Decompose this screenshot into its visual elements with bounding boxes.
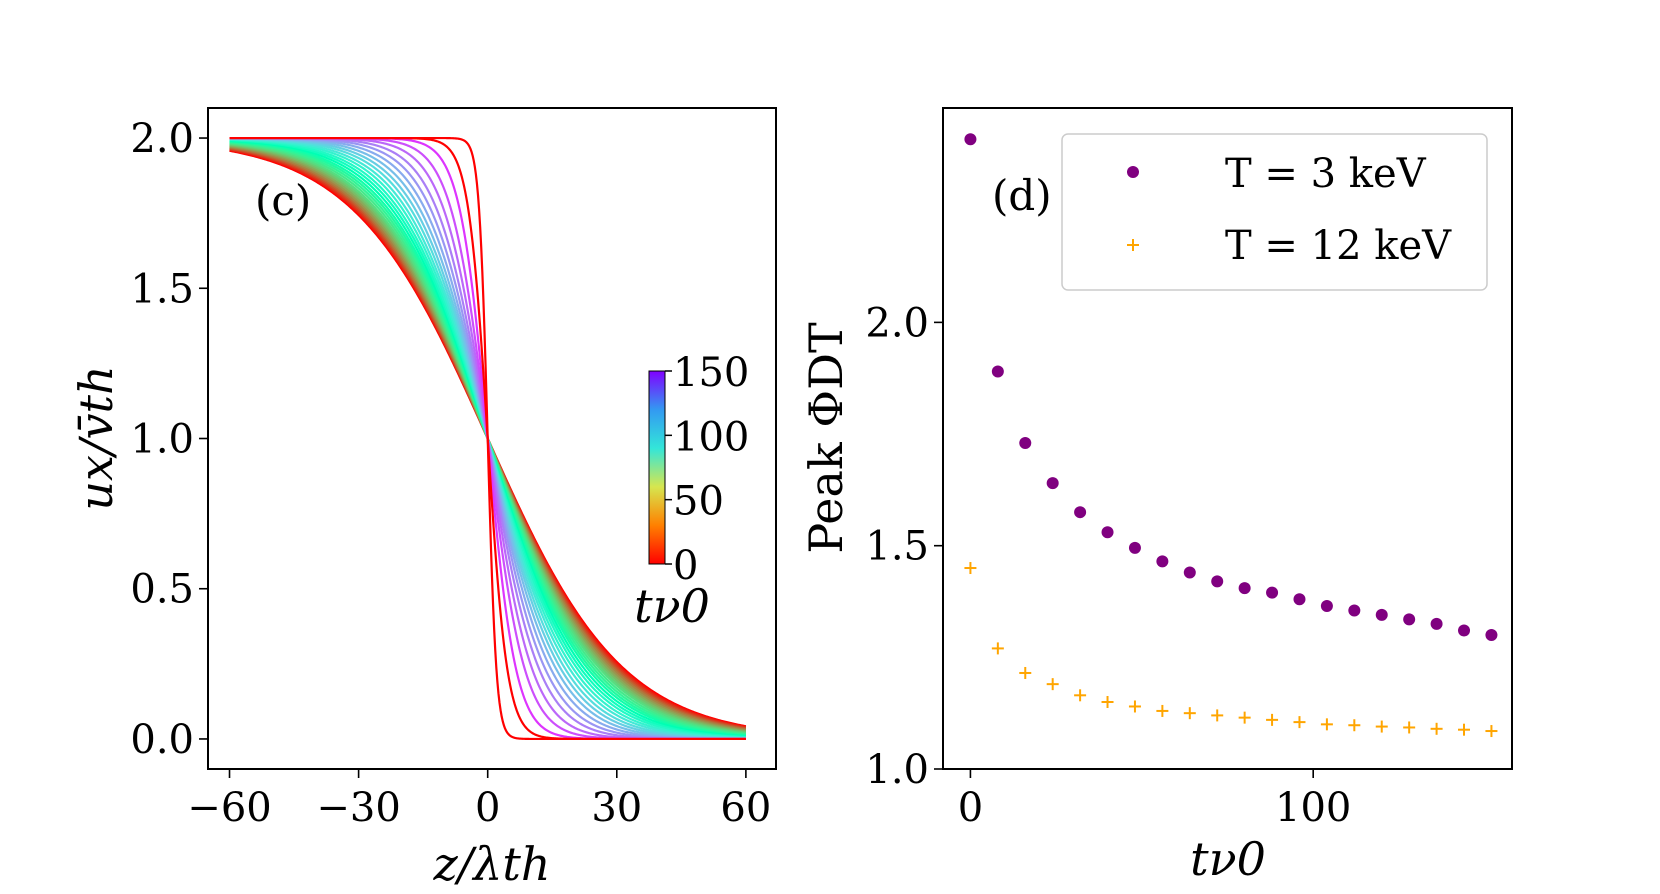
legend: T = 3 keV T = 12 keV: [1061, 133, 1488, 291]
panel-d-label: (d): [992, 171, 1052, 220]
colorbar-tick-label: 150: [673, 350, 749, 396]
data-point-3kev: [1019, 436, 1032, 449]
data-point-12kev: [1046, 678, 1059, 691]
data-point-12kev: [1293, 716, 1306, 729]
colorbar-tick-label: 0: [673, 543, 698, 589]
y-tick-label: 2.0: [130, 116, 194, 162]
data-point-12kev: [1019, 666, 1032, 679]
y-tick-label: 1.0: [865, 747, 929, 793]
y-tick-label: 0.0: [130, 717, 194, 763]
data-point-12kev: [1211, 709, 1224, 722]
legend-label-3kev: T = 3 keV: [1225, 151, 1427, 197]
panel-c-curves: [229, 136, 747, 741]
panel-d: 0 100 1.0 1.5 2.0 (d) tν0 Peak ΦDT T = 3 keV…: [799, 107, 1513, 886]
data-point-12kev: [1430, 722, 1443, 735]
data-point-12kev: [1458, 723, 1471, 736]
data-point-12kev: [1183, 707, 1196, 720]
data-point-12kev: [1375, 720, 1388, 733]
data-point-3kev: [1101, 526, 1114, 539]
data-point-3kev: [1046, 477, 1059, 490]
data-point-12kev: [1101, 696, 1114, 709]
data-point-3kev: [1293, 593, 1306, 606]
panel-c-ticks: −60 −30 0 30 60 0.0 0.5 1.0 1.5 2.0: [130, 116, 771, 831]
y-tick-label: 2.0: [865, 300, 929, 346]
data-point-12kev: [1348, 719, 1361, 732]
x-tick-label: 30: [591, 785, 642, 831]
legend-marker-3kev: [1127, 166, 1139, 178]
x-tick-label: 0: [475, 785, 500, 831]
panel-c-label: (c): [255, 176, 311, 225]
data-point-3kev: [964, 133, 977, 146]
panel-d-xlabel: tν0: [1190, 832, 1266, 886]
y-tick-label: 1.5: [865, 524, 929, 570]
data-point-12kev: [1074, 689, 1087, 702]
data-point-12kev: [964, 562, 977, 575]
legend-box: [1061, 133, 1488, 291]
panel-d-ticks: 0 100 1.0 1.5 2.0: [865, 300, 1351, 831]
x-tick-label: −30: [316, 785, 400, 831]
data-point-12kev: [991, 642, 1004, 655]
panel-d-ylabel: Peak ΦDT: [799, 322, 853, 554]
legend-label-12kev: T = 12 keV: [1225, 223, 1452, 269]
data-point-12kev: [1156, 704, 1169, 717]
data-point-3kev: [1348, 604, 1361, 617]
panel-d-frame: [942, 107, 1513, 770]
data-point-3kev: [1320, 599, 1333, 612]
colorbar-ticks: 0 50 100 150: [665, 350, 749, 589]
series-line: [229, 136, 746, 741]
data-point-12kev: [1238, 711, 1251, 724]
colorbar-label: tν0: [634, 579, 710, 633]
data-point-3kev: [1458, 624, 1471, 637]
y-tick-label: 0.5: [130, 567, 194, 613]
colorbar: 0 50 100 150 tν0: [634, 350, 749, 633]
colorbar-tick-label: 50: [673, 479, 724, 525]
colorbar-tick-label: 100: [673, 414, 749, 460]
y-tick-label: 1.0: [130, 417, 194, 463]
colorbar-gradient: [648, 370, 666, 565]
data-point-3kev: [1485, 629, 1498, 642]
x-tick-label: 100: [1275, 785, 1351, 831]
data-point-12kev: [1320, 718, 1333, 731]
legend-marker-12kev: [1127, 239, 1139, 251]
x-tick-label: 0: [958, 785, 983, 831]
data-point-3kev: [991, 365, 1004, 378]
data-point-12kev: [1403, 721, 1416, 734]
data-point-3kev: [1183, 566, 1196, 579]
data-point-12kev: [1128, 700, 1141, 713]
y-tick-label: 1.5: [130, 266, 194, 312]
panel-c: −60 −30 0 30 60 0.0 0.5 1.0 1.5 2.0 (c) z/λth ux/…: [69, 107, 777, 891]
panel-c-ylabel: ux/v̄th: [69, 365, 123, 510]
data-point-3kev: [1375, 608, 1388, 621]
data-point-3kev: [1403, 613, 1416, 626]
data-point-3kev: [1430, 617, 1443, 630]
data-point-12kev: [1266, 713, 1279, 726]
x-tick-label: −60: [187, 785, 271, 831]
data-point-3kev: [1266, 586, 1279, 599]
data-point-3kev: [1238, 582, 1251, 595]
data-point-3kev: [1128, 541, 1141, 554]
data-point-3kev: [1074, 506, 1087, 519]
data-point-3kev: [1156, 555, 1169, 568]
data-point-3kev: [1211, 575, 1224, 588]
data-point-12kev: [1485, 725, 1498, 738]
panel-d-points: [964, 133, 1498, 738]
panel-c-xlabel: z/λth: [433, 837, 551, 891]
x-tick-label: 60: [720, 785, 771, 831]
